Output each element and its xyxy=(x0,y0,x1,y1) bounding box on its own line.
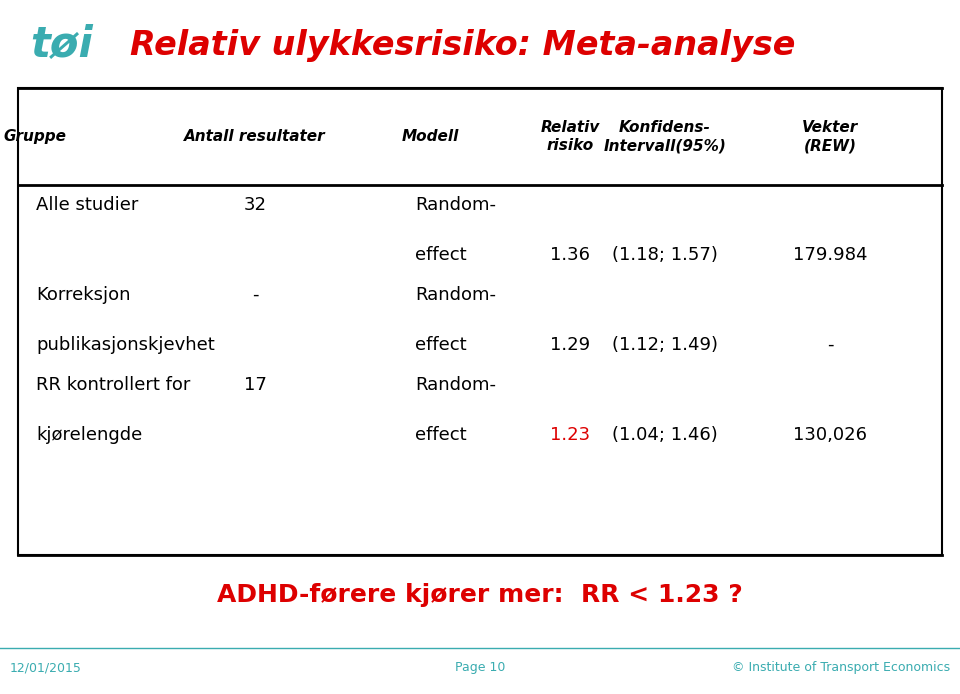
Text: 1.29: 1.29 xyxy=(550,336,590,354)
Text: kjørelengde: kjørelengde xyxy=(36,426,142,444)
Text: effect: effect xyxy=(415,246,467,264)
Text: Page 10: Page 10 xyxy=(455,661,505,675)
Text: Vekter
(REW): Vekter (REW) xyxy=(802,119,858,153)
Text: 1.36: 1.36 xyxy=(550,246,590,264)
Text: -: - xyxy=(827,336,833,354)
Text: Random-: Random- xyxy=(415,196,496,214)
Text: effect: effect xyxy=(415,336,467,354)
Text: Modell: Modell xyxy=(401,129,459,144)
Bar xyxy=(18,88,942,555)
Text: 1.23: 1.23 xyxy=(550,426,590,444)
Text: Korreksjon: Korreksjon xyxy=(36,286,131,304)
Text: tøi: tøi xyxy=(30,24,93,66)
Text: RR kontrollert for: RR kontrollert for xyxy=(36,376,190,394)
Text: -: - xyxy=(252,286,258,304)
Text: Gruppe: Gruppe xyxy=(4,129,66,144)
Text: Alle studier: Alle studier xyxy=(36,196,138,214)
Text: 12/01/2015: 12/01/2015 xyxy=(10,661,82,675)
Text: (1.18; 1.57): (1.18; 1.57) xyxy=(612,246,718,264)
Text: publikasjonskjevhet: publikasjonskjevhet xyxy=(36,336,215,354)
Text: Random-: Random- xyxy=(415,376,496,394)
Text: Konfidens-
Intervall(95%): Konfidens- Intervall(95%) xyxy=(604,119,727,153)
Text: 32: 32 xyxy=(244,196,267,214)
Text: 179.984: 179.984 xyxy=(793,246,867,264)
Text: Relativ ulykkesrisiko: Meta-analyse: Relativ ulykkesrisiko: Meta-analyse xyxy=(130,28,796,62)
Text: Random-: Random- xyxy=(415,286,496,304)
Text: (1.12; 1.49): (1.12; 1.49) xyxy=(612,336,718,354)
Text: Antall resultater: Antall resultater xyxy=(184,129,325,144)
Text: ADHD-førere kjører mer:  RR < 1.23 ?: ADHD-førere kjører mer: RR < 1.23 ? xyxy=(217,583,743,607)
Text: © Institute of Transport Economics: © Institute of Transport Economics xyxy=(732,661,950,675)
Text: 17: 17 xyxy=(244,376,267,394)
Text: Relativ
risiko: Relativ risiko xyxy=(540,119,600,153)
Text: 130,026: 130,026 xyxy=(793,426,867,444)
Text: effect: effect xyxy=(415,426,467,444)
Text: (1.04; 1.46): (1.04; 1.46) xyxy=(612,426,718,444)
